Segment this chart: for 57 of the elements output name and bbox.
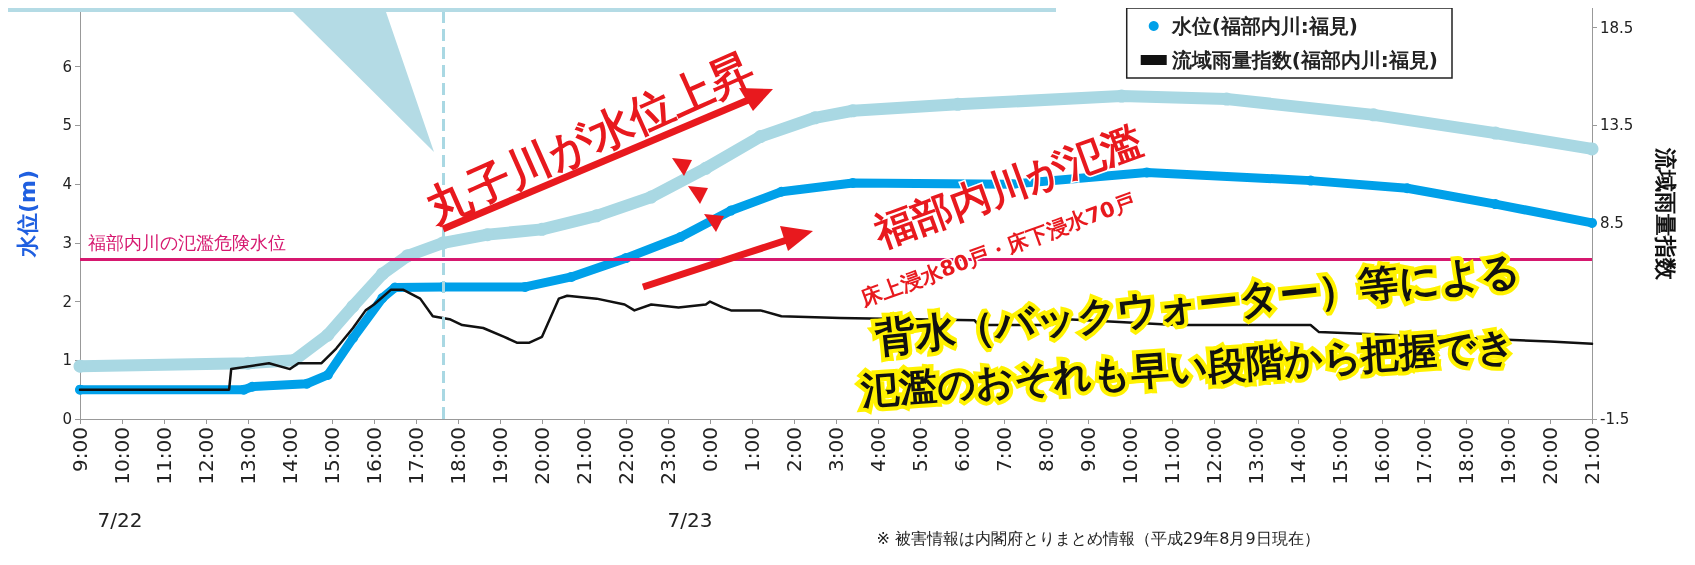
x-tick-label: 11:00 (152, 427, 176, 485)
x-tick-label: 13:00 (1244, 427, 1268, 485)
y-tick-label: 1 (62, 351, 72, 370)
x-tick-label: 3:00 (824, 427, 848, 472)
y-tick-label: 5 (62, 116, 72, 135)
y-axis-title: 水位(m) (14, 169, 40, 259)
x-tick-label: 9:00 (1076, 427, 1100, 472)
x-tick-label: 12:00 (194, 427, 218, 485)
x-tick-label: 17:00 (1412, 427, 1436, 485)
x-tick-label: 17:00 (404, 427, 428, 485)
x-tick-label: 4:00 (866, 427, 890, 472)
x-tick-label: 12:00 (1202, 427, 1226, 485)
y-tick-label: 4 (62, 175, 72, 194)
x-tick-label: 19:00 (1496, 427, 1520, 485)
x-tick-label: 20:00 (530, 427, 554, 485)
x-tick-label: 6:00 (950, 427, 974, 472)
text: 7/23 (667, 508, 713, 532)
text: 7/22 (97, 508, 143, 532)
y-tick-label: 6 (62, 57, 72, 76)
y-tick-label: 0 (62, 410, 72, 428)
x-tick-label: 13:00 (236, 427, 260, 485)
x-tick-label: 10:00 (1118, 427, 1142, 485)
x-tick-label: 21:00 (572, 427, 596, 485)
x-tick-label: 7:00 (992, 427, 1016, 472)
y-tick-label: 3 (62, 233, 72, 252)
x-tick-label: 21:00 (1580, 427, 1604, 485)
ref-line-label: 福部内川の氾濫危険水位 (88, 231, 286, 253)
y-tick-label: 2 (62, 292, 72, 311)
legend-label: 水位(福部内川:福見) (1170, 14, 1358, 38)
x-tick-label: 8:00 (1034, 427, 1058, 472)
y2-tick-label: 18.5 (1600, 18, 1634, 37)
x-tick-label: 2:00 (782, 427, 806, 472)
text: ※ 被害情報は内閣府とりまとめ情報（平成29年8月9日現在） (876, 528, 1320, 548)
y2-tick-label: 13.5 (1600, 116, 1634, 135)
x-tick-label: 14:00 (1286, 427, 1310, 485)
y2-tick-label: 8.5 (1600, 214, 1624, 233)
x-tick-label: 9:00 (68, 427, 92, 472)
legend-label: 流域雨量指数(福部内川:福見) (1170, 48, 1438, 72)
x-tick-label: 22:00 (614, 427, 638, 485)
x-tick-label: 18:00 (1454, 427, 1478, 485)
x-tick-label: 14:00 (278, 427, 302, 485)
x-tick-label: 20:00 (1538, 427, 1562, 485)
x-tick-label: 5:00 (908, 427, 932, 472)
annotation: 丸子川が水位上昇 (417, 42, 762, 234)
x-tick-label: 11:00 (1160, 427, 1184, 485)
x-tick-label: 19:00 (488, 427, 512, 485)
x-tick-label: 18:00 (446, 427, 470, 485)
x-tick-label: 23:00 (656, 427, 680, 485)
x-tick-label: 16:00 (1370, 427, 1394, 485)
x-tick-label: 15:00 (1328, 427, 1352, 485)
x-tick-label: 15:00 (320, 427, 344, 485)
x-tick-label: 10:00 (110, 427, 134, 485)
x-tick-label: 16:00 (362, 427, 386, 485)
y2-axis-title: 流域雨量指数 (1652, 146, 1678, 281)
x-tick-label: 0:00 (698, 427, 722, 472)
x-tick-label: 1:00 (740, 427, 764, 472)
y2-tick-label: -1.5 (1600, 410, 1630, 428)
